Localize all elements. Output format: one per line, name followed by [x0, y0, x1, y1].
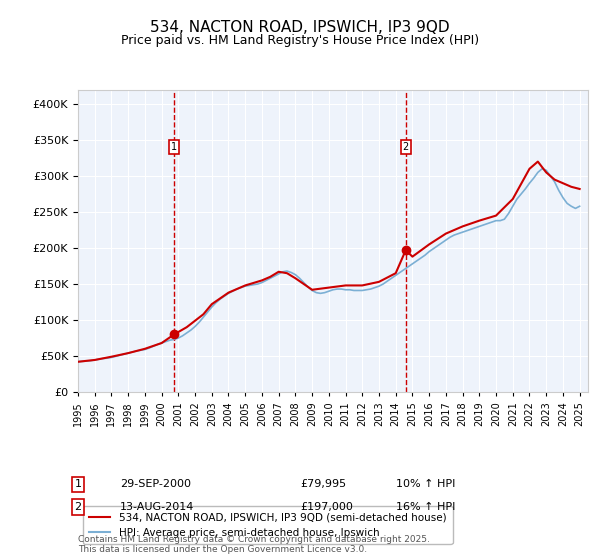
Text: £197,000: £197,000 — [300, 502, 353, 512]
Text: Contains HM Land Registry data © Crown copyright and database right 2025.
This d: Contains HM Land Registry data © Crown c… — [78, 535, 430, 554]
Text: Price paid vs. HM Land Registry's House Price Index (HPI): Price paid vs. HM Land Registry's House … — [121, 34, 479, 46]
Text: 2: 2 — [74, 502, 82, 512]
Text: 1: 1 — [171, 142, 177, 152]
Text: 534, NACTON ROAD, IPSWICH, IP3 9QD: 534, NACTON ROAD, IPSWICH, IP3 9QD — [150, 20, 450, 35]
Text: 29-SEP-2000: 29-SEP-2000 — [120, 479, 191, 489]
Legend: 534, NACTON ROAD, IPSWICH, IP3 9QD (semi-detached house), HPI: Average price, se: 534, NACTON ROAD, IPSWICH, IP3 9QD (semi… — [83, 506, 452, 544]
Text: 1: 1 — [74, 479, 82, 489]
Text: 16% ↑ HPI: 16% ↑ HPI — [396, 502, 455, 512]
Text: 2: 2 — [403, 142, 409, 152]
Text: £79,995: £79,995 — [300, 479, 346, 489]
Text: 13-AUG-2014: 13-AUG-2014 — [120, 502, 194, 512]
Text: 10% ↑ HPI: 10% ↑ HPI — [396, 479, 455, 489]
